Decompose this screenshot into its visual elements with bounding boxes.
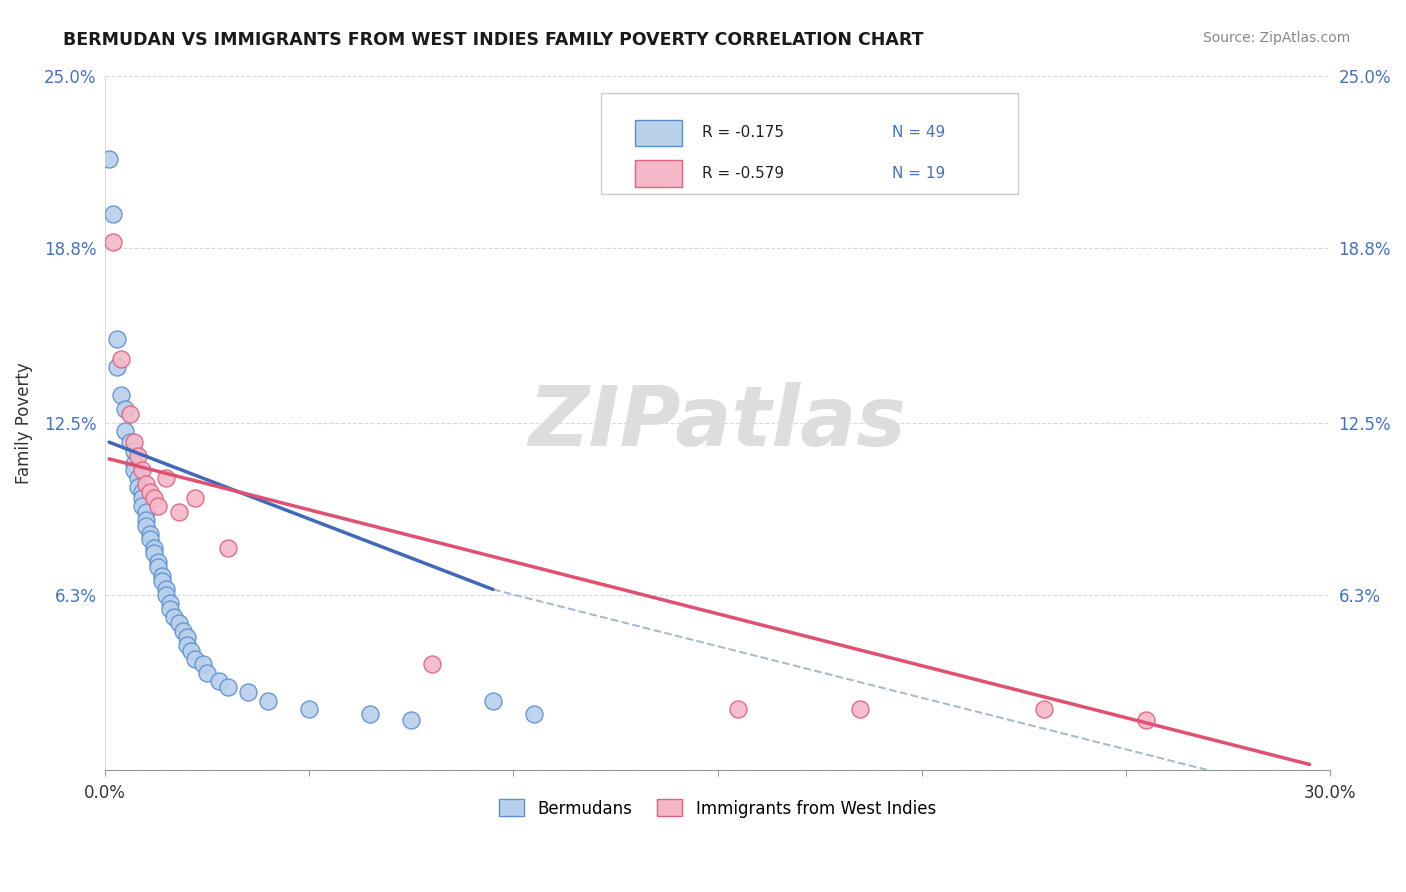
Y-axis label: Family Poverty: Family Poverty — [15, 362, 32, 483]
Point — [208, 674, 231, 689]
Text: BERMUDAN VS IMMIGRANTS FROM WEST INDIES FAMILY POVERTY CORRELATION CHART: BERMUDAN VS IMMIGRANTS FROM WEST INDIES … — [63, 31, 924, 49]
Point — [236, 685, 259, 699]
Point — [217, 541, 239, 555]
Point — [172, 624, 194, 639]
Legend: Bermudans, Immigrants from West Indies: Bermudans, Immigrants from West Indies — [492, 793, 942, 824]
Point — [176, 630, 198, 644]
Point — [103, 207, 125, 221]
Point — [143, 546, 166, 560]
Point — [131, 499, 153, 513]
Point — [184, 491, 207, 505]
Point — [143, 541, 166, 555]
Point — [118, 435, 141, 450]
Point — [849, 702, 872, 716]
Point — [105, 360, 128, 375]
Point — [135, 505, 157, 519]
Point — [150, 568, 173, 582]
Text: N = 49: N = 49 — [891, 125, 945, 140]
Point — [146, 555, 169, 569]
Text: Source: ZipAtlas.com: Source: ZipAtlas.com — [1202, 31, 1350, 45]
Point — [420, 657, 443, 672]
Point — [167, 505, 190, 519]
Point — [482, 693, 505, 707]
Point — [122, 463, 145, 477]
Point — [135, 476, 157, 491]
Point — [139, 485, 162, 500]
Point — [98, 152, 121, 166]
Point — [155, 588, 177, 602]
Point — [105, 333, 128, 347]
Point — [159, 596, 181, 610]
Point — [257, 693, 280, 707]
Point — [139, 527, 162, 541]
Point — [359, 707, 381, 722]
Point — [118, 408, 141, 422]
Text: R = -0.175: R = -0.175 — [702, 125, 783, 140]
Point — [184, 652, 207, 666]
Point — [131, 485, 153, 500]
Point — [167, 615, 190, 630]
Point — [114, 401, 136, 416]
Point — [523, 707, 546, 722]
Point — [139, 533, 162, 547]
Point — [217, 680, 239, 694]
Point — [401, 713, 423, 727]
Point — [180, 643, 202, 657]
Text: N = 19: N = 19 — [891, 166, 945, 181]
Point — [122, 458, 145, 472]
Point — [131, 463, 153, 477]
Point — [114, 424, 136, 438]
Point — [135, 513, 157, 527]
Point — [143, 491, 166, 505]
Point — [1135, 713, 1157, 727]
Point — [191, 657, 214, 672]
Text: R = -0.579: R = -0.579 — [702, 166, 783, 181]
Point — [135, 518, 157, 533]
Point — [146, 499, 169, 513]
Point — [155, 471, 177, 485]
Point — [127, 480, 149, 494]
Point — [131, 491, 153, 505]
Point — [127, 449, 149, 463]
Point — [1033, 702, 1056, 716]
Point — [298, 702, 321, 716]
Point — [155, 582, 177, 597]
Point — [110, 388, 132, 402]
Point — [176, 638, 198, 652]
Point — [110, 351, 132, 366]
Point — [122, 443, 145, 458]
Point — [159, 602, 181, 616]
Text: ZIPatlas: ZIPatlas — [529, 383, 907, 463]
Point — [150, 574, 173, 588]
Point — [146, 560, 169, 574]
Point — [127, 471, 149, 485]
Point — [163, 610, 186, 624]
Bar — [636, 120, 682, 146]
FancyBboxPatch shape — [602, 93, 1018, 194]
Point — [195, 665, 218, 680]
Point — [122, 435, 145, 450]
Point — [727, 702, 749, 716]
Bar — [636, 161, 682, 186]
Point — [103, 235, 125, 250]
